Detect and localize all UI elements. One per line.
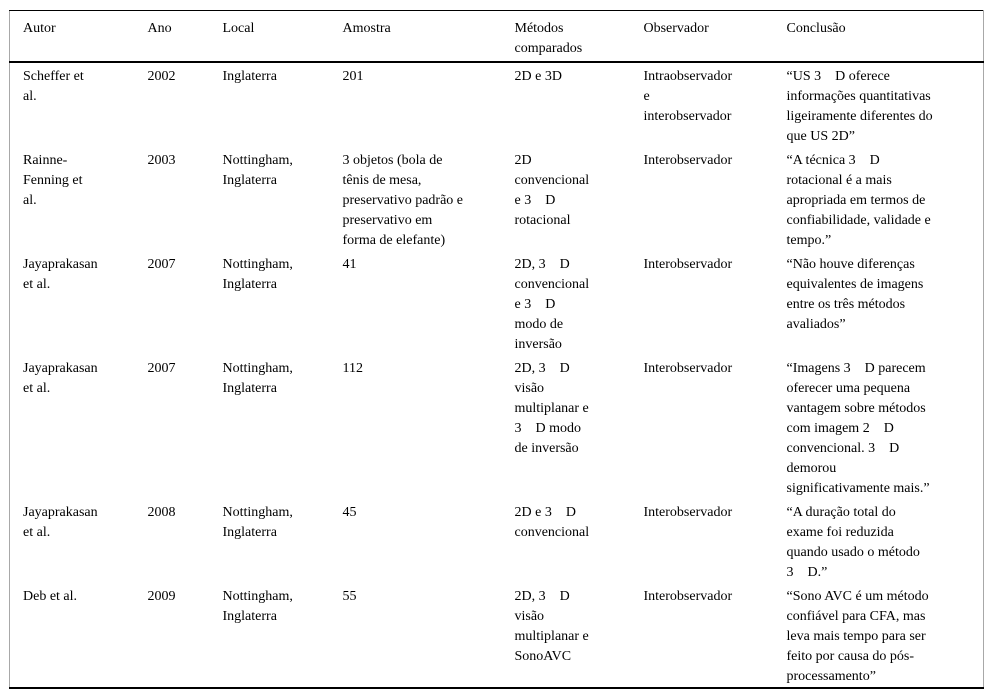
cell-conclusao: “A duração total do exame foi reduzida q… — [786, 505, 920, 580]
cell-local: Nottingham, Inglaterra — [222, 505, 293, 540]
cell-amostra: 45 — [342, 505, 357, 520]
cell-observador: Intraobservador e interobservador — [643, 69, 733, 124]
cell-local: Nottingham, Inglaterra — [222, 589, 293, 624]
cell-autor: Deb et al. — [23, 589, 78, 604]
cell-conclusao: “Imagens 3 D parecem oferecer uma pequen… — [786, 361, 930, 496]
column-header-autor: Autor — [23, 21, 56, 36]
cell-autor: Jayaprakasan et al. — [23, 361, 98, 396]
table-body: Scheffer et al. 2002 Inglaterra 201 2D e… — [10, 62, 984, 688]
cell-amostra: 55 — [342, 589, 357, 604]
cell-ano: 2002 — [147, 69, 176, 84]
cell-local: Nottingham, Inglaterra — [222, 361, 293, 396]
cell-observador: Interobservador — [643, 505, 733, 520]
cell-metodos: 2D convencional e 3 D rotacional — [514, 153, 590, 228]
cell-amostra: 201 — [342, 69, 364, 84]
cell-observador: Interobservador — [643, 589, 733, 604]
column-header-amostra: Amostra — [342, 21, 391, 36]
cell-amostra: 112 — [342, 361, 363, 376]
cell-conclusao: “Não houve diferenças equivalentes de im… — [786, 257, 924, 332]
cell-conclusao: “Sono AVC é um método confiável para CFA… — [786, 589, 929, 684]
cell-local: Inglaterra — [222, 69, 277, 84]
cell-ano: 2007 — [147, 257, 176, 272]
table-row: Jayaprakasan et al. 2007 Nottingham, Ing… — [10, 355, 984, 499]
cell-observador: Interobservador — [643, 153, 733, 168]
cell-amostra: 3 objetos (bola de tênis de mesa, preser… — [342, 153, 464, 248]
cell-conclusao: “A técnica 3 D rotacional é a mais aprop… — [786, 153, 931, 248]
cell-amostra: 41 — [342, 257, 357, 272]
cell-local: Nottingham, Inglaterra — [222, 257, 293, 292]
cell-local: Nottingham, Inglaterra — [222, 153, 293, 188]
table-row: Jayaprakasan et al. 2007 Nottingham, Ing… — [10, 251, 984, 355]
cell-metodos: 2D e 3 D convencional — [514, 505, 590, 540]
cell-ano: 2007 — [147, 361, 176, 376]
cell-ano: 2009 — [147, 589, 176, 604]
table-row: Jayaprakasan et al. 2008 Nottingham, Ing… — [10, 499, 984, 583]
cell-autor: Rainne- Fenning et al. — [23, 153, 83, 208]
cell-metodos: 2D, 3 D visão multiplanar e SonoAVC — [514, 589, 589, 664]
cell-conclusao: “US 3 D oferece informações quantitativa… — [786, 69, 933, 144]
header-row: Autor Ano Local Amostra Métodos comparad… — [9, 11, 984, 62]
cell-metodos: 2D, 3 D convencional e 3 D modo de inver… — [514, 257, 590, 352]
cell-autor: Jayaprakasan et al. — [23, 257, 98, 292]
column-header-metodos-comparados: Métodos comparados — [514, 21, 583, 56]
table-header: Autor Ano Local Amostra Métodos comparad… — [9, 11, 984, 62]
cell-observador: Interobservador — [643, 361, 733, 376]
column-header-conclusao: Conclusão — [786, 21, 846, 36]
cell-autor: Jayaprakasan et al. — [23, 505, 98, 540]
cell-metodos: 2D, 3 D visão multiplanar e 3 D modo de … — [514, 361, 589, 456]
column-header-observador: Observador — [643, 21, 709, 36]
cell-metodos: 2D e 3D — [514, 69, 562, 84]
column-header-ano: Ano — [147, 21, 172, 36]
cell-ano: 2008 — [147, 505, 176, 520]
column-header-local: Local — [222, 21, 255, 36]
table-row: Rainne- Fenning et al. 2003 Nottingham, … — [10, 147, 984, 251]
table-row: Scheffer et al. 2002 Inglaterra 201 2D e… — [10, 62, 984, 147]
cell-observador: Interobservador — [643, 257, 733, 272]
cell-autor: Scheffer et al. — [23, 69, 84, 104]
table-row: Deb et al. 2009 Nottingham, Inglaterra 5… — [10, 583, 984, 688]
comparison-table: Autor Ano Local Amostra Métodos comparad… — [9, 10, 984, 689]
cell-ano: 2003 — [147, 153, 176, 168]
